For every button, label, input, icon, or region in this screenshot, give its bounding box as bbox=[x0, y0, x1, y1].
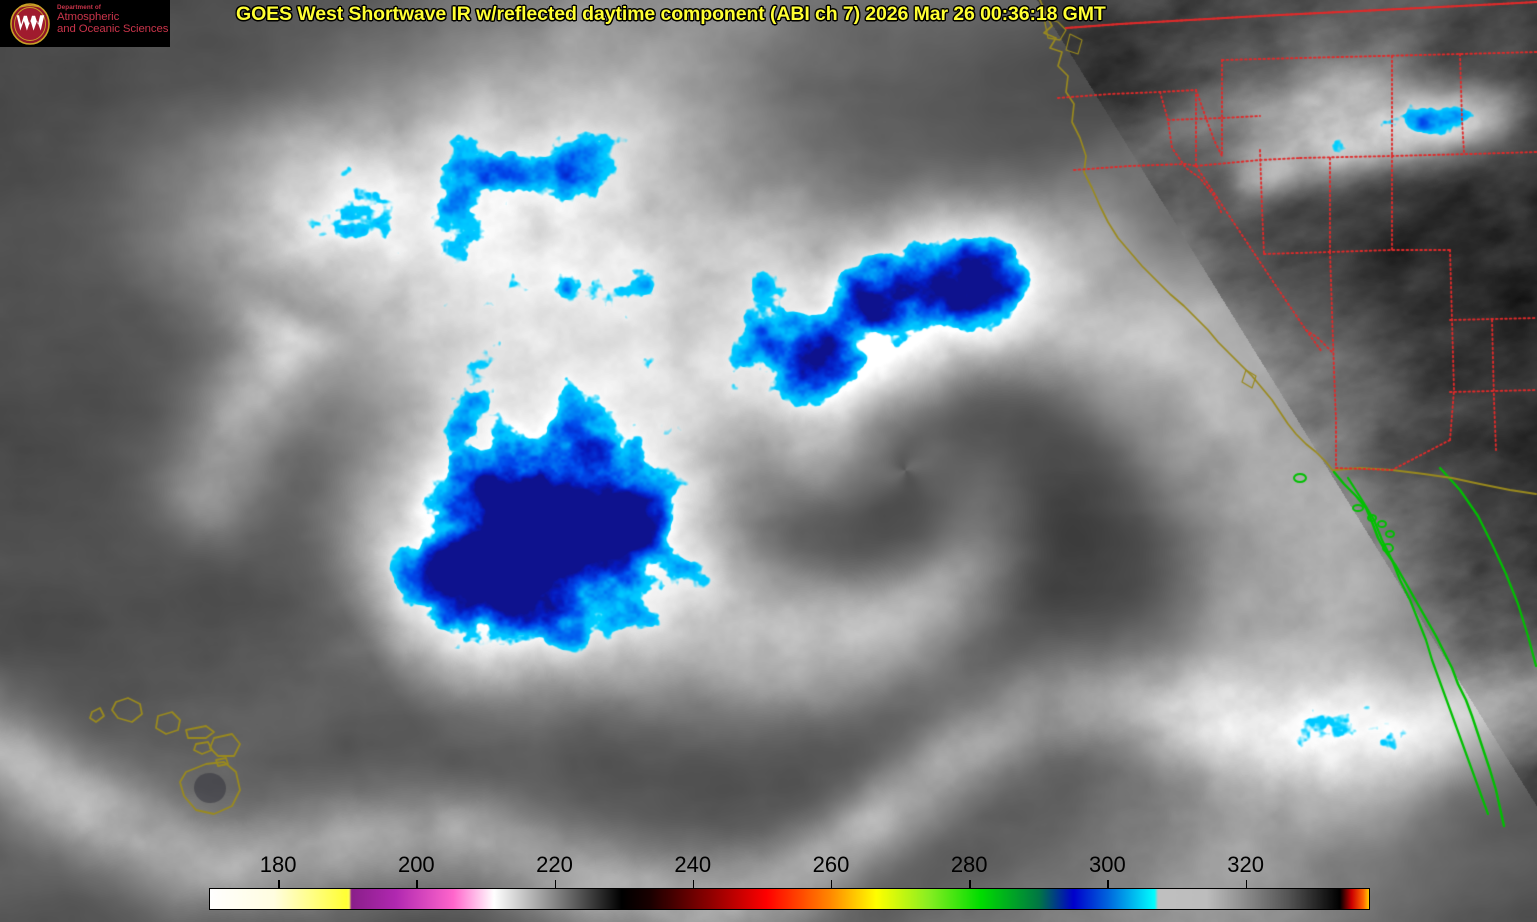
uw-crest-icon bbox=[10, 3, 50, 45]
colorbar-tick bbox=[278, 880, 280, 888]
colorbar-tick bbox=[554, 880, 557, 888]
colorbar-tick bbox=[1107, 880, 1109, 888]
colorbar-tick-label: 300 bbox=[1089, 852, 1126, 877]
colorbar-tick-label: 280 bbox=[950, 852, 988, 877]
colorbar-tick-label: 260 bbox=[812, 852, 850, 877]
uw-aos-logo: Department of Atmospheric and Oceanic Sc… bbox=[0, 0, 170, 47]
colorbar-tick-label: 220 bbox=[536, 852, 573, 877]
colorbar-tick-label: 240 bbox=[674, 852, 712, 877]
colorbar-swatch bbox=[209, 888, 1370, 910]
temperature-colorbar: 180 200 220 240 260 280 300 320 bbox=[0, 852, 1537, 914]
colorbar-tick-label: 200 bbox=[397, 852, 435, 877]
colorbar-tick bbox=[830, 880, 833, 888]
colorbar-tick bbox=[416, 880, 418, 888]
logo-text-block: Department of Atmospheric and Oceanic Sc… bbox=[57, 4, 169, 36]
colorbar-tick bbox=[1245, 880, 1248, 888]
colorbar-tick-label: 320 bbox=[1227, 852, 1264, 877]
colorbar-gradient bbox=[210, 889, 1369, 909]
colorbar-tick-label: 180 bbox=[259, 852, 297, 877]
logo-line-2: and Oceanic Sciences bbox=[57, 23, 169, 36]
colorbar-tick bbox=[969, 880, 971, 888]
logo-dept-prefix: Department of bbox=[57, 4, 101, 11]
colorbar-tick bbox=[692, 880, 695, 888]
logo-line-1: Atmospheric bbox=[57, 11, 120, 24]
